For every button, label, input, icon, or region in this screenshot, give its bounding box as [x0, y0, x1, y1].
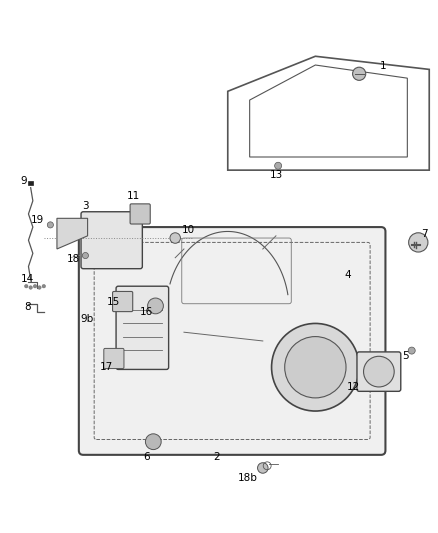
- Circle shape: [82, 253, 88, 259]
- FancyBboxPatch shape: [81, 212, 142, 269]
- Circle shape: [272, 324, 359, 411]
- FancyBboxPatch shape: [28, 181, 33, 185]
- Circle shape: [364, 356, 394, 387]
- Text: 6: 6: [143, 452, 150, 462]
- Text: 7: 7: [420, 229, 427, 239]
- Polygon shape: [57, 219, 88, 249]
- Text: 18: 18: [67, 254, 80, 264]
- Text: 11: 11: [127, 191, 140, 201]
- FancyBboxPatch shape: [79, 227, 385, 455]
- Text: 10: 10: [182, 225, 195, 235]
- Text: 8: 8: [24, 302, 31, 312]
- Text: 14: 14: [21, 274, 34, 284]
- FancyBboxPatch shape: [357, 352, 401, 391]
- Circle shape: [275, 162, 282, 169]
- Circle shape: [148, 298, 163, 314]
- Circle shape: [145, 434, 161, 449]
- Circle shape: [353, 67, 366, 80]
- Circle shape: [33, 285, 37, 288]
- Text: 12: 12: [347, 382, 360, 392]
- Text: 2: 2: [213, 452, 220, 462]
- Text: 1: 1: [380, 61, 387, 71]
- Text: 15: 15: [106, 297, 120, 308]
- Circle shape: [258, 463, 268, 473]
- Text: 9b: 9b: [80, 314, 93, 324]
- Text: 17: 17: [100, 362, 113, 372]
- FancyBboxPatch shape: [113, 292, 133, 312]
- Text: 9: 9: [21, 176, 28, 186]
- FancyBboxPatch shape: [130, 204, 150, 224]
- Text: 5: 5: [402, 351, 409, 361]
- FancyBboxPatch shape: [116, 286, 169, 369]
- Text: 18b: 18b: [237, 473, 258, 482]
- Circle shape: [47, 222, 53, 228]
- Circle shape: [42, 285, 46, 288]
- Text: 19: 19: [31, 215, 44, 224]
- Circle shape: [25, 285, 28, 288]
- Circle shape: [170, 233, 180, 243]
- Circle shape: [38, 286, 41, 289]
- Circle shape: [408, 347, 415, 354]
- Text: 3: 3: [82, 201, 89, 211]
- Text: 13: 13: [269, 169, 283, 180]
- Circle shape: [29, 286, 32, 289]
- FancyBboxPatch shape: [104, 349, 124, 368]
- Circle shape: [409, 233, 428, 252]
- Text: 4: 4: [345, 270, 352, 280]
- Text: 16: 16: [140, 308, 153, 318]
- Circle shape: [285, 336, 346, 398]
